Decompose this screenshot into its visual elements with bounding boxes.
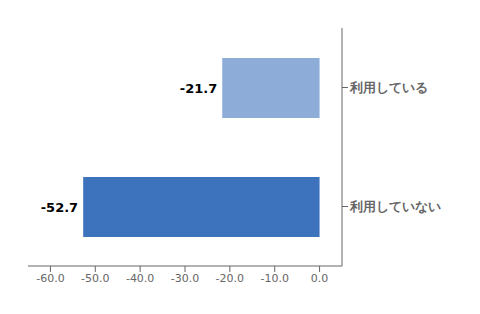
svg-text:-20.0: -20.0 [216, 272, 244, 285]
svg-text:-60.0: -60.0 [36, 272, 64, 285]
svg-text:-52.7: -52.7 [41, 200, 78, 215]
svg-text:利用している: 利用している [349, 80, 428, 95]
svg-text:-10.0: -10.0 [260, 272, 288, 285]
svg-text:-30.0: -30.0 [171, 272, 199, 285]
svg-text:-40.0: -40.0 [126, 272, 154, 285]
svg-text:利用していない: 利用していない [349, 199, 441, 214]
svg-text:-50.0: -50.0 [81, 272, 109, 285]
svg-text:-21.7: -21.7 [180, 81, 217, 96]
svg-text:0.0: 0.0 [311, 272, 329, 285]
